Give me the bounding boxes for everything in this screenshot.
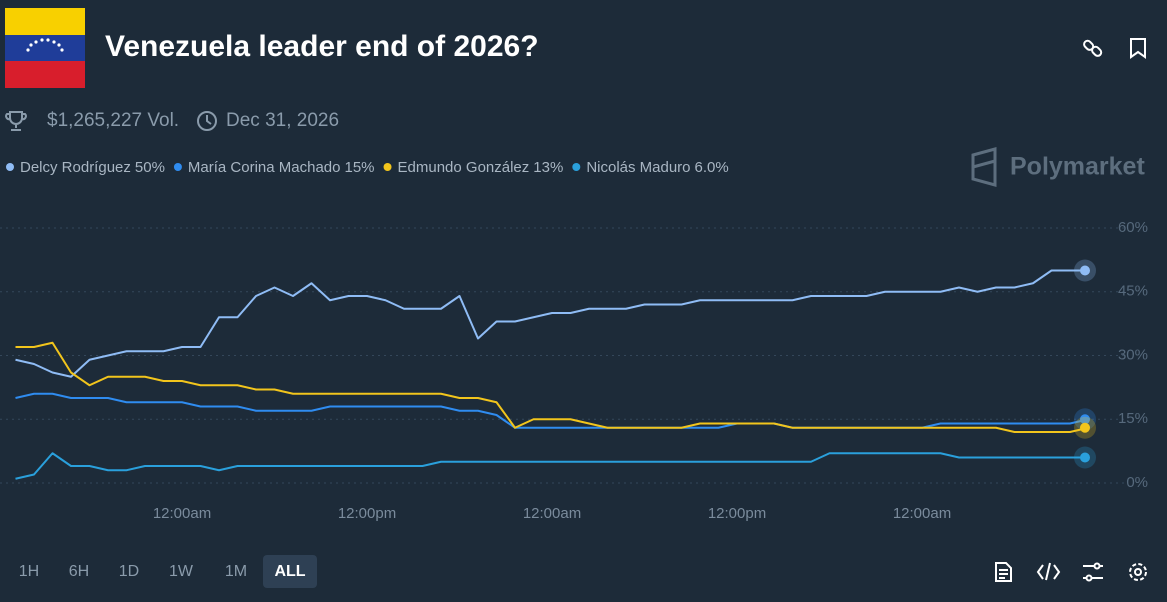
y-tick-label: 30% — [1118, 346, 1148, 363]
y-tick-label: 15% — [1118, 410, 1148, 427]
y-tick-label: 45% — [1118, 283, 1148, 300]
end-dot — [1080, 265, 1090, 276]
bookmark-icon[interactable] — [1130, 38, 1146, 59]
range-button[interactable]: 1M — [225, 563, 247, 580]
legend-value: 50% — [135, 159, 165, 176]
series-line — [15, 269, 1089, 378]
x-tick-label: 12:00pm — [338, 505, 396, 522]
range-button-bg[interactable] — [263, 555, 317, 588]
x-tick-label: 12:00am — [153, 505, 211, 522]
end-dot — [1080, 414, 1090, 425]
link-icon[interactable] — [1083, 39, 1103, 57]
range-button[interactable]: ALL — [274, 563, 305, 580]
legend-name: Edmundo González — [398, 159, 530, 176]
x-tick-label: 12:00am — [523, 505, 581, 522]
legend-dot — [6, 163, 14, 171]
end-dot — [1080, 452, 1090, 463]
legend-value: 15% — [345, 159, 375, 176]
trophy-icon — [5, 111, 27, 131]
range-button[interactable]: 6H — [69, 563, 89, 580]
title: Venezuela leader end of 2026? — [105, 30, 539, 63]
range-button[interactable]: 1H — [19, 563, 39, 580]
legend-dot — [173, 163, 182, 171]
legend-value: 6.0% — [695, 159, 729, 176]
embed-icon[interactable] — [1036, 562, 1061, 581]
legend-name: María Corina Machado — [188, 159, 341, 176]
legend-dot — [572, 163, 581, 171]
range-button[interactable]: 1D — [119, 563, 139, 580]
y-tick-label: 60% — [1118, 219, 1148, 236]
series-line — [15, 341, 1089, 433]
doc-icon[interactable] — [995, 562, 1012, 582]
series-line — [15, 452, 1089, 480]
legend-name: Nicolás Maduro — [586, 159, 690, 176]
legend-value: 13% — [533, 159, 563, 176]
end-date: Dec 31, 2026 — [226, 110, 339, 131]
x-tick-label: 12:00am — [893, 505, 951, 522]
legend-dot — [383, 163, 392, 171]
range-button[interactable]: 1W — [169, 563, 194, 580]
brand: Polymarket — [1010, 153, 1145, 181]
x-tick-label: 12:00pm — [708, 505, 766, 522]
y-tick-label: 0% — [1126, 474, 1148, 491]
volume: $1,265,227 Vol. — [47, 110, 179, 131]
filter-icon[interactable] — [1083, 562, 1103, 582]
clock-icon — [197, 111, 217, 131]
brand-logo — [971, 147, 997, 187]
flag — [5, 8, 85, 88]
legend-name: Delcy Rodríguez — [20, 159, 131, 176]
end-dot — [1080, 422, 1090, 433]
settings-icon[interactable] — [1129, 563, 1147, 581]
